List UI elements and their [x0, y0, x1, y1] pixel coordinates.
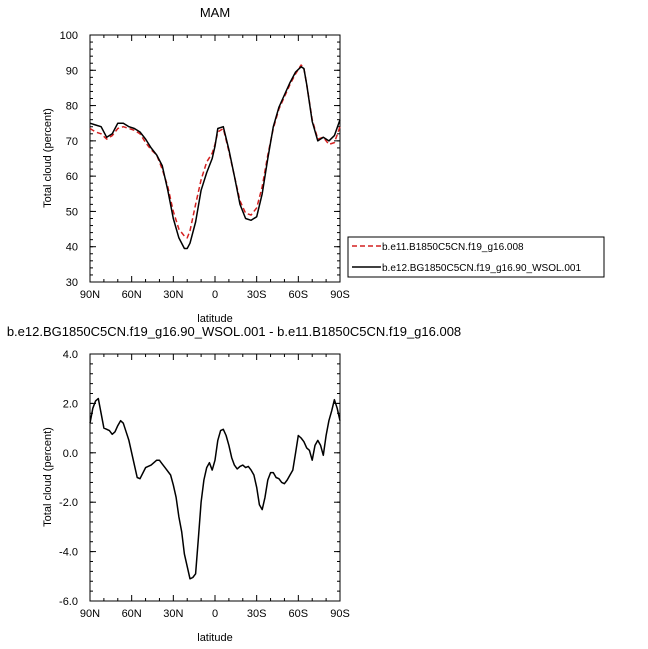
bottom-xtick-label: 30N — [163, 608, 183, 620]
legend-label-series-2: b.e12.BG1850C5CN.f19_g16.90_WSOL.001 — [382, 263, 581, 274]
bottom-ytick-label: -4.0 — [59, 547, 78, 559]
bottom-plot-frame — [89, 353, 341, 602]
top-ytick-label: 60 — [66, 171, 78, 183]
top-ytick-label: 100 — [60, 30, 78, 42]
top-ytick-label: 40 — [66, 242, 78, 254]
top-xaxis-label: latitude — [197, 313, 232, 325]
top-xtick-label: 0 — [212, 289, 218, 301]
bottom-ytick-label: -6.0 — [59, 596, 78, 608]
bottom-xaxis-label: latitude — [197, 632, 232, 644]
top-plot-area: 90N 60N 30N 0 30S 60S 90S 30 40 50 60 70 80 90 100 — [60, 30, 350, 301]
top-series-line-2 — [89, 66, 341, 250]
top-plot-frame — [89, 34, 341, 283]
top-ytick-label: 80 — [66, 101, 78, 113]
top-xtick-label: 30S — [247, 289, 267, 301]
top-ytick-label: 50 — [66, 206, 78, 218]
bottom-xtick-label: 90S — [330, 608, 350, 620]
bottom-xtick-label: 90N — [80, 608, 100, 620]
bottom-xtick-label: 60N — [122, 608, 142, 620]
top-xtick-label: 90S — [330, 289, 350, 301]
top-xtick-label: 90N — [80, 289, 100, 301]
legend-label-series-1: b.e11.B1850C5CN.f19_g16.008 — [382, 242, 524, 253]
top-series-line-1 — [89, 64, 341, 239]
bottom-chart-title: b.e12.BG1850C5CN.f19_g16.90_WSOL.001 - b… — [7, 324, 461, 339]
top-chart: MAM 90N 60N 30N 0 30S 60S 90S 30 40 50 60 70 80 90 100… — [42, 5, 350, 325]
top-legend: b.e11.B1850C5CN.f19_g16.008 b.e12.BG1850… — [347, 236, 605, 278]
top-ytick-label: 90 — [66, 65, 78, 77]
bottom-plot-area: 90N 60N 30N 0 30S 60S 90S -6.0 -4.0 -2.0 0.0 2.0 4.0 — [59, 349, 350, 620]
top-chart-title: MAM — [200, 5, 230, 20]
top-yaxis-label: Total cloud (percent) — [42, 108, 54, 208]
bottom-ytick-label: 0.0 — [63, 448, 78, 460]
top-xtick-label: 30N — [163, 289, 183, 301]
bottom-chart: b.e12.BG1850C5CN.f19_g16.90_WSOL.001 - b… — [7, 324, 461, 644]
bottom-xtick-label: 0 — [212, 608, 218, 620]
bottom-xtick-label: 60S — [289, 608, 309, 620]
bottom-series-line-1 — [89, 397, 341, 580]
bottom-ytick-label: -2.0 — [59, 497, 78, 509]
bottom-ytick-label: 4.0 — [63, 349, 78, 361]
bottom-ytick-label: 2.0 — [63, 398, 78, 410]
top-xtick-label: 60S — [289, 289, 309, 301]
top-ytick-label: 30 — [66, 277, 78, 289]
top-xtick-label: 60N — [122, 289, 142, 301]
top-ytick-label: 70 — [66, 136, 78, 148]
bottom-yaxis-label: Total cloud (percent) — [42, 427, 54, 527]
bottom-xtick-label: 30S — [247, 608, 267, 620]
legend-box — [347, 236, 605, 278]
